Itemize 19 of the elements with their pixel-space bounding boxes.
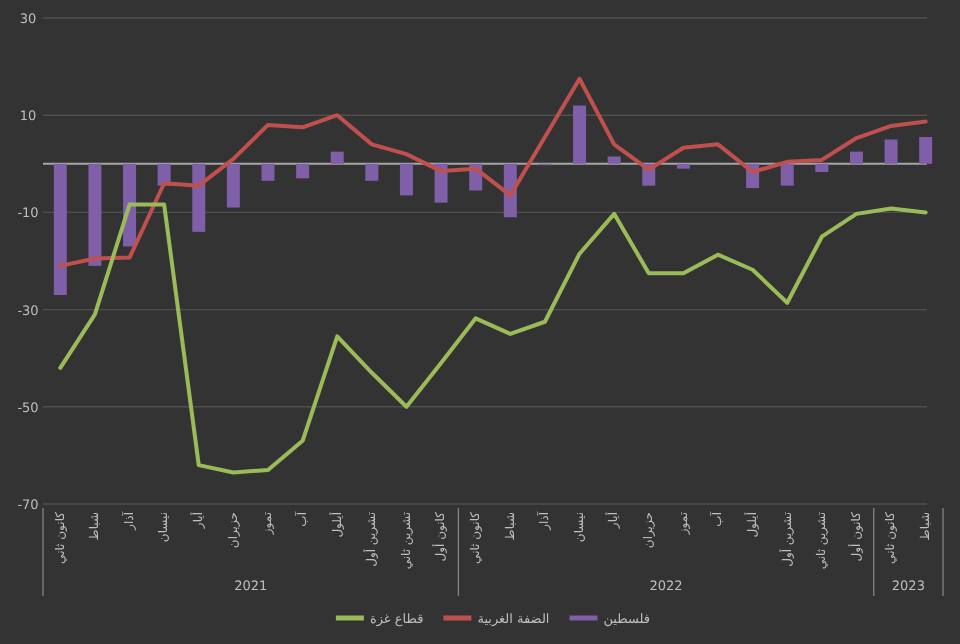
bar [780, 163, 794, 186]
bar [261, 163, 275, 181]
bar [815, 163, 829, 173]
bar [573, 105, 587, 164]
bar [884, 139, 898, 164]
bar [192, 163, 206, 232]
bar [330, 151, 344, 164]
bar [226, 163, 240, 208]
bar [676, 163, 690, 169]
line-series [58, 202, 928, 475]
bar [53, 163, 67, 296]
line-series [58, 76, 928, 268]
bar [88, 163, 102, 266]
bar [849, 151, 863, 164]
bar [399, 163, 413, 196]
bar [919, 137, 933, 164]
bar [607, 156, 621, 164]
bar [365, 163, 379, 181]
bar [296, 163, 310, 179]
